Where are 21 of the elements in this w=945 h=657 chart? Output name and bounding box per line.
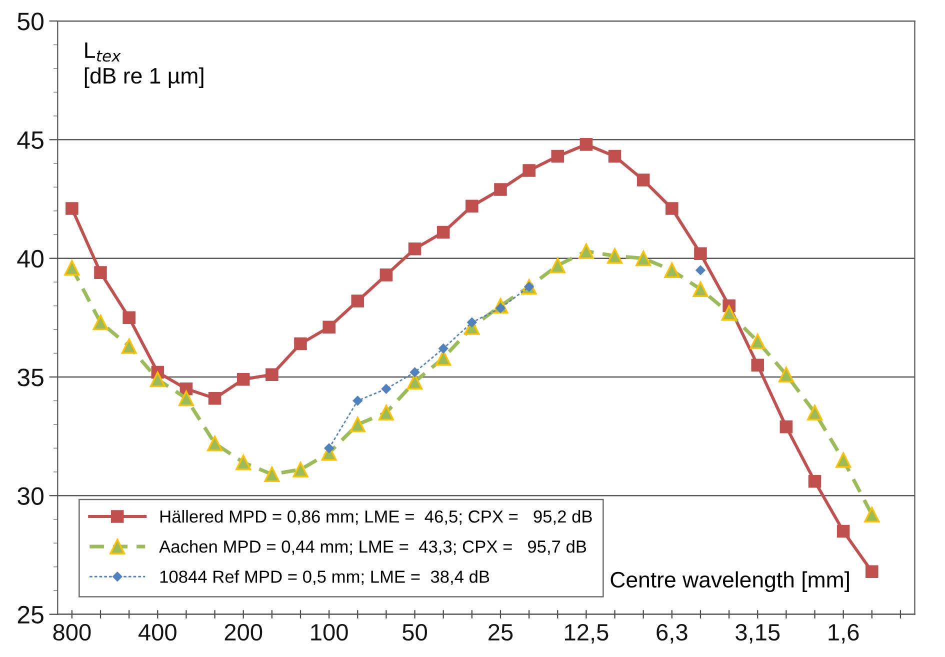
x-tick-label: 3,15: [736, 624, 780, 644]
x-tick-label: 800: [53, 624, 91, 641]
y-tick-label: 50: [18, 12, 44, 30]
legend-label: 10844 Ref MPD = 0,5 mm; LME = 38,4 dB: [160, 570, 490, 585]
x-tick-label: 50: [402, 624, 427, 641]
y-axis-title: L$_{tex}$ [dB re 1 µm]: [84, 42, 204, 88]
y-tick-label: 30: [18, 487, 44, 505]
x-tick-label: 25: [488, 624, 513, 641]
y-tick-label: 25: [18, 606, 44, 624]
legend-label: Aachen MPD = 0,44 mm; LME = 43,3; CPX = 95,7 dB: [159, 540, 586, 555]
x-tick-label: 12,5: [565, 624, 608, 644]
x-tick-label: 6,3: [656, 624, 688, 644]
y-tick-label: 45: [17, 132, 44, 149]
y-tick-label: 35: [18, 368, 44, 386]
x-axis-title: Centre wavelength [mm]: [610, 571, 849, 592]
x-tick-label: 200: [224, 624, 262, 641]
x-tick-label: 1,6: [828, 624, 859, 644]
y-tick-label: 40: [17, 250, 44, 268]
x-tick-label: 100: [311, 624, 348, 641]
x-tick-label: 400: [138, 624, 176, 641]
legend-label: Hällered MPD = 0,86 mm; LME = 46,5; CPX = 95,2 dB: [160, 510, 592, 525]
